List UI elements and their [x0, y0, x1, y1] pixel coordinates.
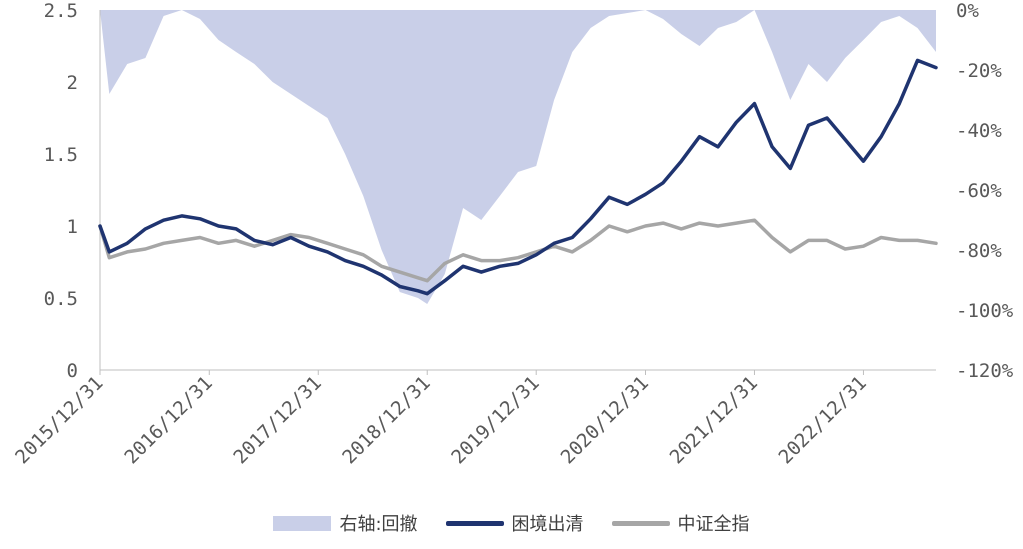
right-tick-label: 0% [956, 0, 979, 22]
legend-swatch-strategy [445, 520, 504, 526]
legend-label-strategy: 困境出清 [511, 514, 584, 535]
x-tick-label: 2016/12/31 [120, 372, 216, 468]
x-tick-label: 2018/12/31 [338, 372, 434, 468]
drawdown-area [100, 10, 936, 304]
line-layer [98, 58, 938, 296]
right-tick-label: -80% [956, 240, 1002, 262]
right-tick-label: -20% [956, 60, 1002, 82]
x-tick-label: 2022/12/31 [774, 372, 870, 468]
right-tick-label: -60% [956, 180, 1002, 202]
left-tick-label: 0 [67, 360, 78, 382]
legend-label-index: 中证全指 [677, 514, 750, 535]
left-axis-ticks: 0 0.5 1 1.5 2 2.5 [44, 0, 78, 382]
right-tick-label: -120% [956, 360, 1014, 382]
x-tick-label: 2019/12/31 [447, 372, 543, 468]
legend-item-drawdown: 右轴:回撤 [273, 510, 418, 536]
right-tick-label: -100% [956, 300, 1014, 322]
series-line-index [98, 218, 938, 283]
left-tick-label: 1 [67, 216, 78, 238]
left-tick-label: 2.5 [44, 0, 78, 22]
x-axis-ticks: 2015/12/31 2016/12/31 2017/12/31 2018/12/31… [11, 370, 871, 468]
x-tick-label: 2015/12/31 [11, 372, 107, 468]
legend-item-strategy: 困境出清 [445, 510, 584, 536]
x-tick-label: 2017/12/31 [229, 372, 325, 468]
drawdown-area-layer [100, 10, 936, 304]
axes [99, 10, 936, 371]
legend: 右轴:回撤 困境出清 中证全指 [0, 510, 1023, 536]
legend-label-drawdown: 右轴:回撤 [339, 514, 418, 535]
right-tick-label: -40% [956, 120, 1002, 142]
legend-swatch-index [611, 520, 670, 526]
x-tick-label: 2020/12/31 [557, 372, 653, 468]
x-tick-label: 2021/12/31 [666, 372, 762, 468]
left-tick-label: 1.5 [44, 144, 78, 166]
legend-item-index: 中证全指 [611, 510, 750, 536]
left-tick-label: 2 [67, 72, 78, 94]
right-axis-ticks: 0% -20% -40% -60% -80% -100% -120% [956, 0, 1014, 382]
series-line-strategy [98, 58, 938, 296]
left-tick-label: 0.5 [44, 288, 78, 310]
legend-swatch-drawdown [273, 515, 332, 531]
